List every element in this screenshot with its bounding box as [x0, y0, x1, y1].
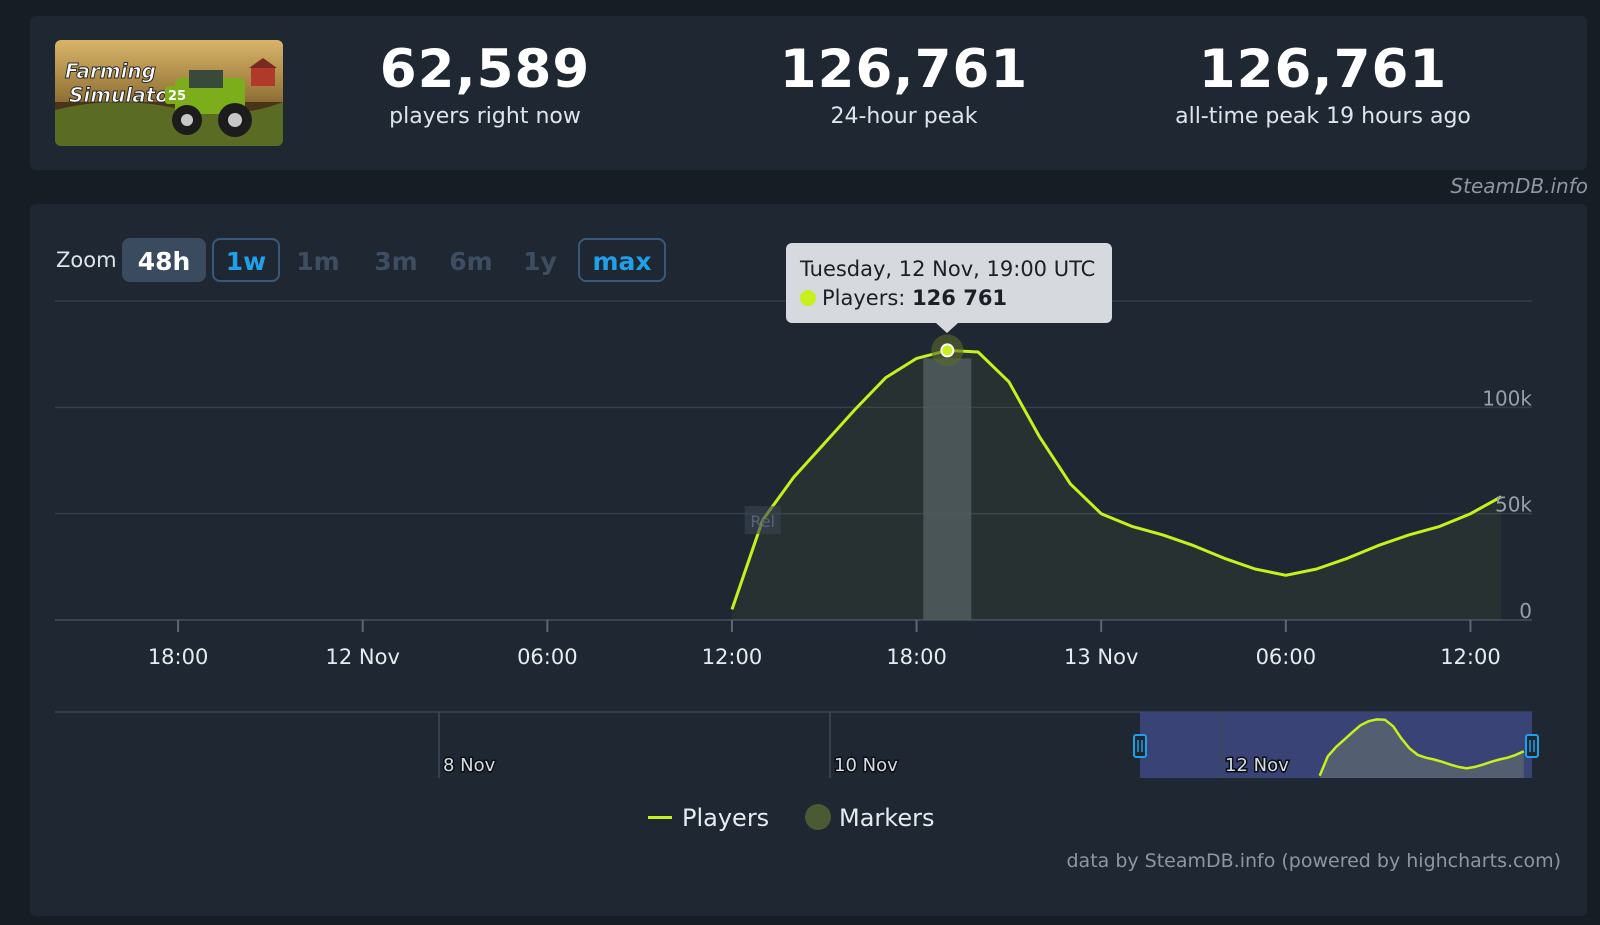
navigator-handle-right[interactable] [1525, 734, 1539, 758]
series-area [732, 350, 1502, 620]
navigator-area [1319, 719, 1524, 778]
navigator-tick-label: 12 Nov [1225, 755, 1289, 776]
x-tick-label: 06:00 [517, 645, 578, 669]
zoom-1m-button[interactable]: 1m [296, 247, 340, 276]
hover-band [923, 358, 972, 620]
cover-title-2: Simulator [69, 83, 180, 107]
tooltip-date: Tuesday, 12 Nov, 19:00 UTC [800, 257, 1096, 281]
zoom-6m-button[interactable]: 6m [449, 247, 493, 276]
y-tick-label: 50k [1495, 493, 1532, 517]
game-cover-image[interactable]: Farming Simulator 25 [55, 40, 283, 146]
zoom-label: Zoom [56, 248, 117, 272]
x-tick-label: 06:00 [1256, 645, 1317, 669]
cover-badge: 25 [168, 89, 186, 104]
legend-marker-swatch [805, 804, 831, 830]
legend-item-markers[interactable]: Markers [805, 804, 934, 844]
zoom-1y-button[interactable]: 1y [523, 247, 557, 276]
legend-line-swatch [648, 816, 672, 819]
chart-panel: Zoom 48h 1w 1m 3m 6m 1y max 18:00 12 Nov 0… [30, 204, 1587, 916]
stat-all-time-peak: 126,761 all-time peak 19 hours ago [1113, 38, 1533, 132]
y-tick-label: 0 [1519, 599, 1532, 623]
handle-box [1133, 734, 1147, 758]
x-tick-label: 18:00 [886, 645, 947, 669]
event-marker-label: Rel [750, 512, 775, 531]
tooltip-value-line: Players: 126 761 [800, 283, 1098, 313]
x-tick-label: 12:00 [702, 645, 763, 669]
stat-alltime-label: all-time peak 19 hours ago [1175, 104, 1471, 129]
navigator-tick-label: 8 Nov [443, 755, 496, 776]
x-tick-label: 12 Nov [326, 645, 400, 669]
tooltip-value: 126 761 [912, 286, 1008, 310]
x-tick-label: 12:00 [1440, 645, 1501, 669]
stat-current-players: 62,589 players right now [275, 38, 695, 132]
stat-current-value: 62,589 [379, 39, 591, 100]
legend-item-players[interactable]: Players [648, 804, 769, 844]
x-tick-label: 13 Nov [1064, 645, 1138, 669]
cover-art: Farming Simulator 25 [55, 40, 283, 146]
legend-players-label: Players [682, 804, 770, 832]
highcharts-credit[interactable]: data by SteamDB.info (powered by highcha… [1066, 850, 1561, 872]
y-tick-label: 100k [1482, 386, 1532, 410]
handle-box [1525, 734, 1539, 758]
navigator-series-line [1318, 718, 1525, 777]
stat-alltime-value: 126,761 [1198, 39, 1448, 100]
zoom-1w-button[interactable]: 1w [212, 238, 280, 282]
series-line-players [730, 348, 1502, 610]
zoom-48h-button[interactable]: 48h [122, 238, 206, 282]
event-marker [744, 506, 781, 535]
highlighted-point [940, 343, 955, 358]
zoom-max-button[interactable]: max [578, 238, 666, 282]
stat-24h-label: 24-hour peak [830, 104, 978, 129]
tooltip-series-dot [800, 290, 816, 306]
chart-tooltip: Tuesday, 12 Nov, 19:00 UTC Players: 126 … [786, 243, 1112, 333]
cover-title-1: Farming [65, 59, 156, 83]
steamdb-credit-top[interactable]: SteamDB.info [1450, 174, 1588, 198]
navigator-handle-left[interactable] [1133, 734, 1147, 758]
x-tick-label: 18:00 [148, 645, 209, 669]
stat-current-label: players right now [389, 104, 581, 129]
zoom-3m-button[interactable]: 3m [374, 247, 418, 276]
tooltip-series-label: Players: [822, 286, 906, 310]
stat-24h-peak: 126,761 24-hour peak [694, 38, 1114, 132]
legend-markers-label: Markers [839, 804, 935, 832]
navigator-tick-label: 10 Nov [834, 755, 898, 776]
stat-24h-value: 126,761 [779, 39, 1029, 100]
stats-bar: Farming Simulator 25 62,589 players righ… [30, 16, 1587, 170]
